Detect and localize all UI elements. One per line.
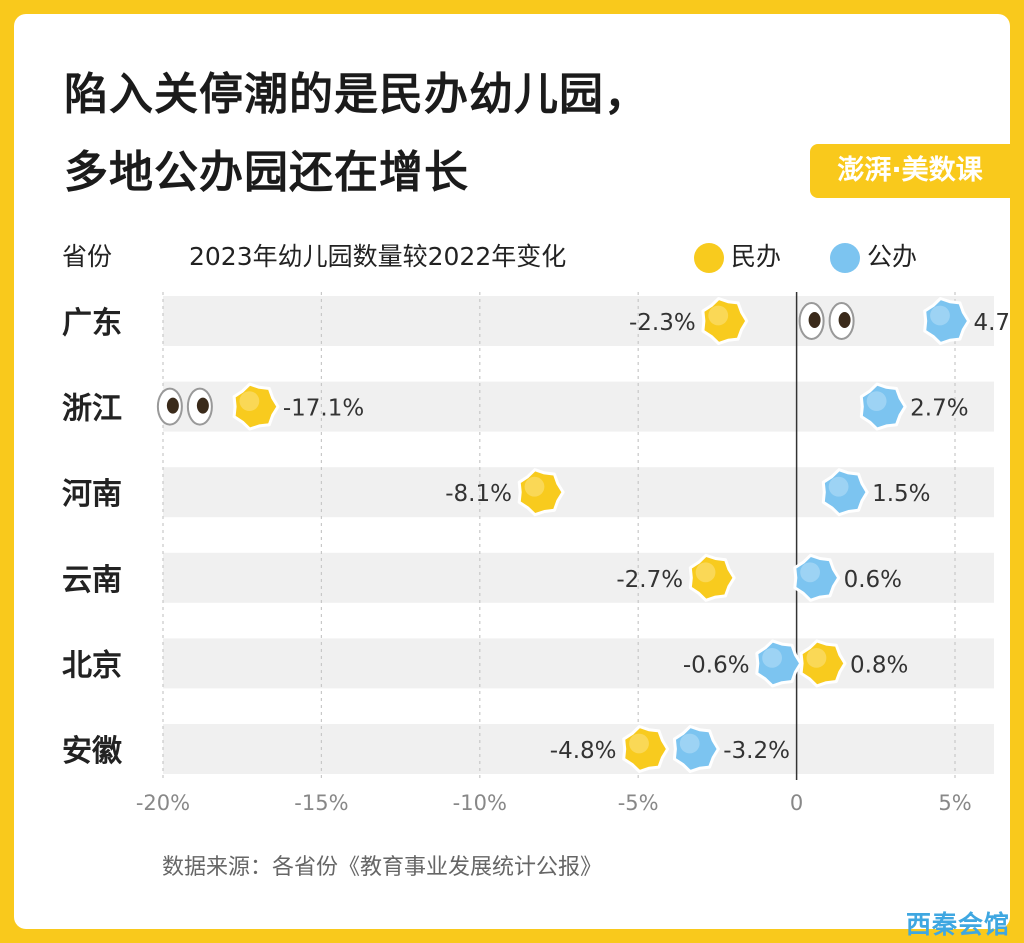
x-tick-label: -15%: [294, 791, 348, 815]
legend-private-marker: [694, 243, 724, 273]
x-tick-label: -10%: [453, 791, 507, 815]
watermark: 西秦会馆: [905, 910, 1010, 939]
row-band: [163, 381, 994, 432]
public-dot: [755, 639, 803, 688]
private-dot: [517, 468, 565, 517]
x-tick-label: 0: [790, 791, 803, 815]
public-value-label: 0.6%: [844, 567, 902, 593]
public-dot: [821, 468, 869, 517]
row-band: [163, 467, 994, 518]
private-value-label: -2.3%: [629, 310, 696, 336]
eyes-icon: [156, 387, 213, 426]
x-tick-label: -20%: [136, 791, 190, 815]
brand-logo: 澎湃·美数课: [810, 144, 1010, 198]
chart-card: 陷入关停潮的是民办幼儿园， 多地公办园还在增长 澎湃·美数课 省份 2023年幼…: [14, 14, 1010, 929]
private-dot: [232, 382, 280, 431]
private-value-label: -2.7%: [616, 567, 683, 593]
public-dot: [923, 297, 971, 345]
public-dot: [793, 553, 841, 602]
chart-subtitle: 2023年幼儿园数量较2022年变化: [189, 242, 567, 271]
x-tick-label: -5%: [618, 791, 659, 815]
private-dot: [688, 553, 736, 602]
private-value-label: -17.1%: [283, 396, 364, 422]
public-value-label: 1.5%: [872, 481, 930, 507]
private-value-label: 0.8%: [850, 652, 908, 678]
x-tick-label: 5%: [938, 791, 971, 815]
chart-title-line-2: 多地公办园还在增长: [64, 147, 469, 198]
row-band: [163, 724, 994, 774]
row-band: [163, 296, 994, 346]
public-dot: [672, 725, 720, 773]
chart-title-line-1: 陷入关停潮的是民办幼儿园，: [64, 69, 649, 120]
row-band: [163, 552, 994, 603]
private-value-label: -4.8%: [550, 738, 617, 764]
public-value-label: -0.6%: [683, 652, 750, 678]
category-label: 安徽: [62, 734, 123, 769]
private-dot: [622, 725, 670, 773]
private-dot: [799, 639, 847, 688]
row-band: [163, 638, 994, 689]
row-header: 省份: [62, 242, 113, 271]
public-value-label: -3.2%: [723, 738, 790, 764]
public-value-label: 4.7%: [973, 310, 1010, 336]
eyes-icon: [798, 302, 855, 340]
legend-public-label: 公办: [867, 242, 918, 271]
legend-public-marker: [830, 243, 860, 273]
category-label: 云南: [62, 563, 122, 598]
public-value-label: 2.7%: [910, 396, 968, 422]
category-label: 北京: [62, 648, 122, 683]
category-label: 广东: [62, 306, 122, 341]
category-label: 河南: [62, 477, 122, 512]
legend-private-label: 民办: [731, 242, 782, 271]
category-label: 浙江: [62, 392, 122, 427]
source-note: 数据来源：各省份《教育事业发展统计公报》: [162, 855, 603, 880]
public-dot: [859, 382, 907, 431]
private-dot: [701, 297, 749, 345]
private-value-label: -8.1%: [445, 481, 512, 507]
